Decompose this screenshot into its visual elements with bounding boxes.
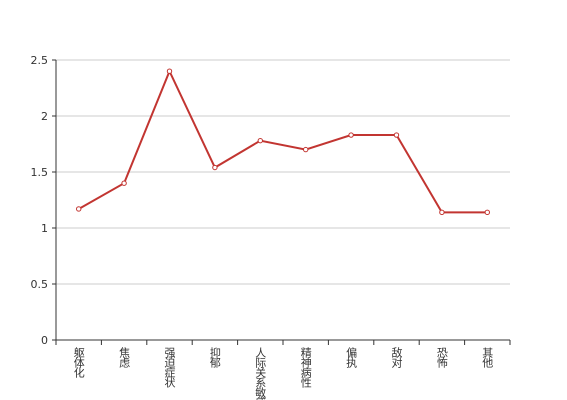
point [484, 209, 490, 216]
y-tick-label: 2 [41, 110, 48, 123]
point [166, 68, 173, 74]
x-tick-label: 恐怖 [435, 347, 448, 368]
point [303, 146, 309, 153]
line [78, 68, 488, 214]
y-tick-label: 2.5 [31, 54, 49, 67]
point [212, 164, 218, 171]
x-tick-label: 其他 [481, 347, 494, 368]
x-tick-label: 抑郁 [208, 346, 221, 368]
point [121, 180, 127, 186]
point [439, 209, 445, 216]
x-tick-label: 偏执 [345, 346, 358, 369]
x-tick-label: 焦虑 [118, 347, 131, 368]
point [348, 132, 354, 138]
y-tick-label: 0 [41, 334, 48, 347]
point [393, 132, 400, 138]
y-tick-label: 0.5 [31, 278, 49, 291]
y-tick-label: 1 [41, 222, 48, 235]
y-tick-label: 1.5 [31, 166, 49, 179]
x-tick-label: 人际关系敏感 [254, 347, 267, 400]
x-tick-label: 精神病性 [299, 347, 312, 389]
point [76, 206, 82, 212]
x-tick-label: 敌对 [390, 346, 403, 368]
point [257, 137, 263, 144]
x-tick-label: 强迫症状 [163, 347, 176, 388]
x-tick-label: 躯体化 [72, 347, 85, 379]
